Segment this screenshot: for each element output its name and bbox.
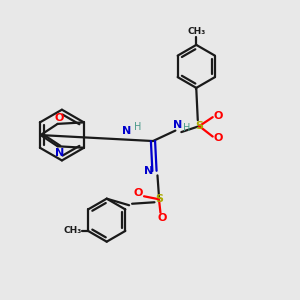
Text: S: S xyxy=(195,121,203,131)
Text: N: N xyxy=(55,148,64,158)
Text: O: O xyxy=(213,133,223,143)
Text: S: S xyxy=(155,194,163,204)
Text: CH₃: CH₃ xyxy=(63,226,82,236)
Text: H: H xyxy=(183,123,190,133)
Text: O: O xyxy=(157,213,167,223)
Text: CH₃: CH₃ xyxy=(188,27,206,36)
Text: N: N xyxy=(172,120,182,130)
Text: O: O xyxy=(213,111,223,121)
Text: O: O xyxy=(134,188,143,198)
Text: H: H xyxy=(134,122,141,132)
Text: O: O xyxy=(55,113,64,123)
Text: N: N xyxy=(122,127,131,136)
Text: N: N xyxy=(145,167,154,176)
